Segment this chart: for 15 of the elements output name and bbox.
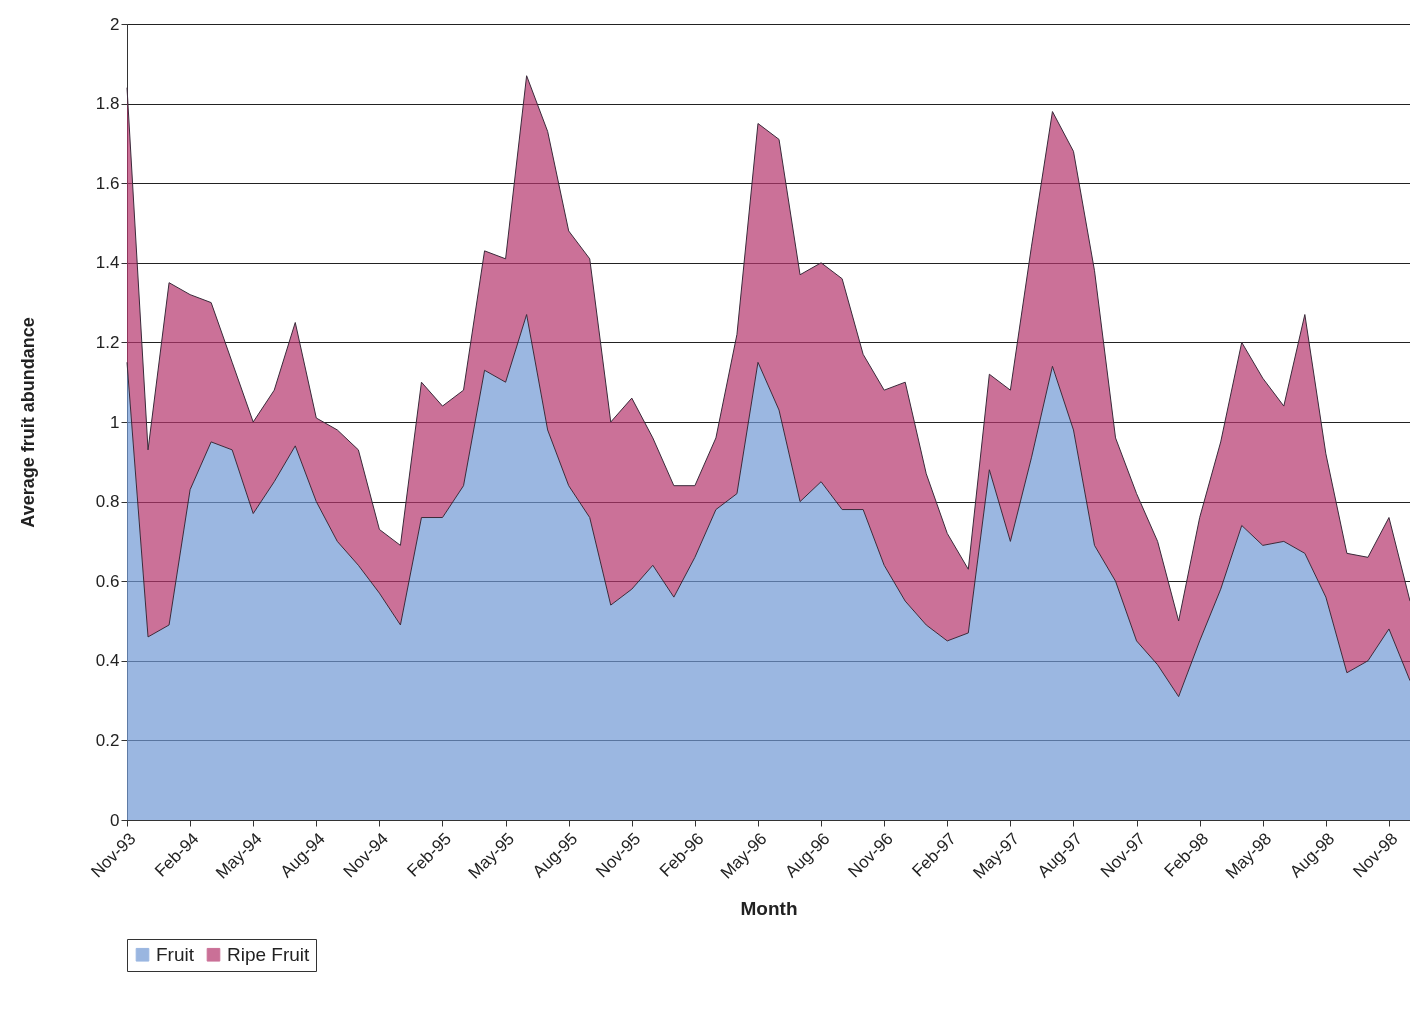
y-tick-label: 1.6: [95, 173, 120, 193]
y-tick-label: 0: [110, 810, 120, 830]
y-tick-label: 0.6: [95, 571, 120, 591]
y-tick-label: 1.2: [95, 332, 120, 352]
y-tick-label: 0.8: [95, 492, 120, 512]
y-tick-label: 1.4: [95, 253, 120, 273]
y-tick-label: 2: [110, 14, 120, 34]
y-axis-title: Average fruit abundance: [17, 317, 38, 528]
legend-label: Fruit: [156, 943, 195, 965]
x-axis-title: Month: [740, 897, 798, 919]
y-tick-label: 1.8: [95, 94, 120, 114]
y-tick-label: 0.2: [95, 730, 120, 750]
legend-label: Ripe Fruit: [227, 943, 311, 965]
y-tick-label: 0.4: [95, 651, 120, 671]
y-tick-label: 1: [110, 412, 120, 432]
